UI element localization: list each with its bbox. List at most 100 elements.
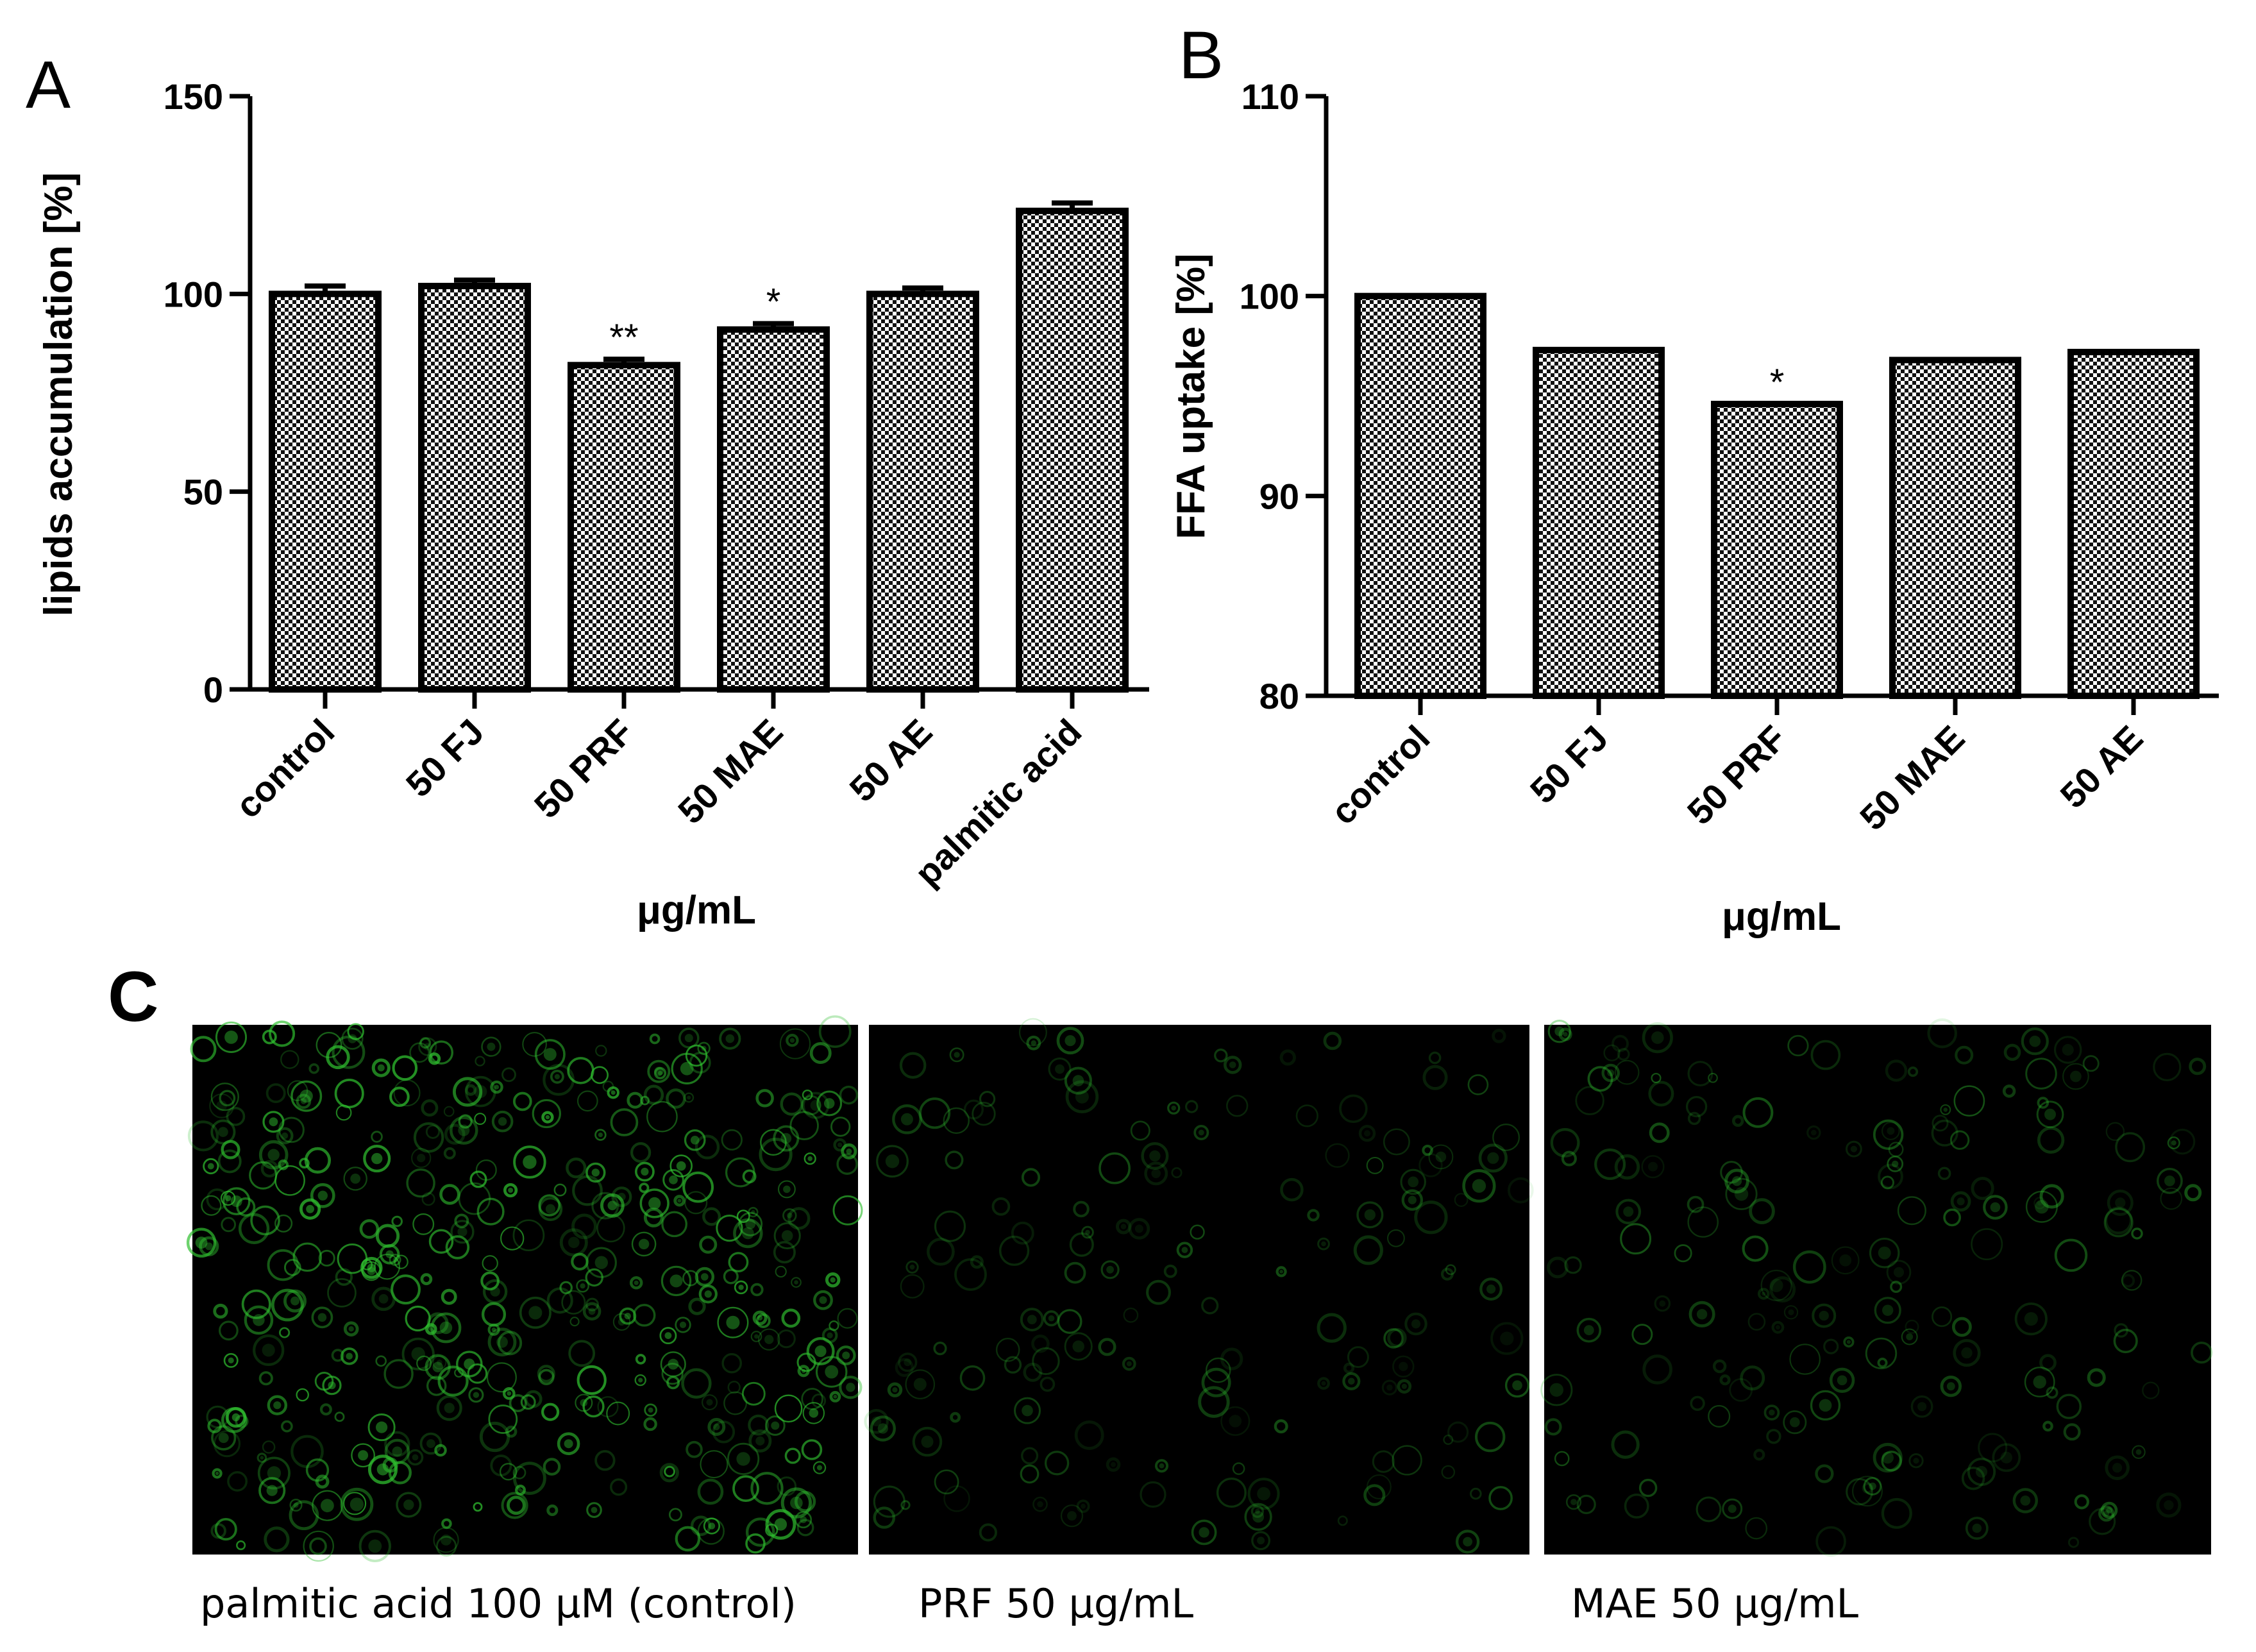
- cell-speckle: [606, 1401, 630, 1426]
- cell-speckle: [1862, 1482, 1874, 1494]
- cell-speckle: [2046, 1386, 2058, 1399]
- cell-speckle: [1740, 1365, 1765, 1391]
- cell-speckle-core: [846, 1383, 855, 1392]
- cell-speckle-core: [1882, 1304, 1894, 1316]
- cell-speckle: [741, 1381, 766, 1406]
- cell-speckle: [326, 1045, 350, 1070]
- cell-speckle: [1225, 1095, 1249, 1117]
- cell-speckle: [2036, 1100, 2064, 1129]
- cell-speckle-core: [2037, 1201, 2042, 1206]
- cell-speckle-core: [634, 1280, 639, 1285]
- cell-speckle-core: [1199, 1527, 1209, 1538]
- cell-speckle-core: [432, 1361, 443, 1372]
- cell-speckle-core: [704, 1290, 712, 1298]
- chartB-category-label-0: control: [1323, 718, 1438, 832]
- cell-speckle: [594, 1450, 616, 1471]
- cell-speckle: [429, 1040, 454, 1065]
- cell-speckle: [389, 1253, 401, 1266]
- cell-speckle-core: [764, 1335, 774, 1344]
- cell-speckle: [267, 1395, 287, 1415]
- cell-speckle: [1688, 1301, 1715, 1328]
- cell-speckle: [1829, 1367, 1855, 1394]
- chartB-bar-4: [2067, 348, 2200, 699]
- cell-speckle-core: [591, 1506, 598, 1513]
- cell-speckle: [802, 1402, 825, 1424]
- cell-speckle: [836, 1345, 856, 1365]
- cell-speckle: [1176, 1242, 1193, 1258]
- cell-speckle: [602, 1081, 614, 1092]
- cell-speckle: [2087, 1368, 2106, 1387]
- cell-speckle: [818, 1015, 852, 1049]
- cell-speckle: [688, 1297, 706, 1315]
- chartB-ytick-label-3: 110: [1242, 76, 1299, 117]
- cell-speckle: [813, 1290, 833, 1310]
- cell-speckle: [2189, 1058, 2207, 1075]
- cell-speckle: [825, 1272, 841, 1288]
- micrograph-bg-2: [869, 1025, 1529, 1555]
- cell-speckle: [661, 1211, 687, 1238]
- cell-speckle: [639, 1183, 650, 1193]
- cell-speckle: [1021, 1168, 1041, 1187]
- cell-speckle: [279, 1327, 290, 1338]
- cell-speckle: [341, 1347, 358, 1365]
- cell-speckle: [2098, 1505, 2115, 1522]
- cell-speckle: [662, 1169, 684, 1191]
- cell-speckle: [1044, 1451, 1070, 1476]
- cell-speckle-core: [282, 1132, 289, 1140]
- chartA-ytick-label-1: 50: [183, 472, 223, 512]
- cell-speckle: [607, 1086, 619, 1099]
- cell-speckle-core: [1411, 1319, 1421, 1329]
- cell-speckle-core: [1321, 1241, 1326, 1247]
- cell-speckle: [303, 1530, 334, 1562]
- cell-speckle: [780, 1487, 812, 1519]
- cell-speckle-core: [1486, 1285, 1496, 1294]
- cell-speckle: [469, 1170, 487, 1188]
- cell-speckle-core: [523, 1155, 537, 1169]
- cell-speckle: [538, 1194, 561, 1217]
- cell-speckle: [1949, 1130, 1970, 1150]
- cell-speckle: [582, 1395, 605, 1418]
- cell-speckle: [2113, 1328, 2138, 1354]
- cell-speckle-core: [367, 1267, 376, 1276]
- cell-speckle: [473, 1502, 483, 1512]
- cell-speckle: [829, 1390, 841, 1403]
- cell-speckle: [712, 1420, 736, 1444]
- cell-speckle: [1099, 1152, 1131, 1184]
- cell-speckle-core: [2029, 1035, 2041, 1047]
- cell-speckle-core: [1769, 1278, 1783, 1292]
- cell-speckle-core: [1408, 1176, 1419, 1188]
- cell-speckle: [1927, 1018, 1957, 1049]
- cell-speckle-core: [1255, 1508, 1260, 1514]
- cell-speckle: [409, 1042, 430, 1063]
- cell-speckle: [1544, 1418, 1562, 1436]
- cell-speckle: [1815, 1526, 1846, 1557]
- cell-speckle-core: [885, 1154, 900, 1168]
- cell-speckle: [543, 1064, 575, 1096]
- cell-speckle: [758, 1328, 780, 1351]
- cell-speckle: [283, 1289, 307, 1313]
- cell-speckle-core: [648, 1407, 653, 1413]
- cell-speckle: [1250, 1504, 1265, 1518]
- cell-speckle: [437, 1365, 469, 1397]
- cell-speckle: [666, 1088, 686, 1109]
- cell-speckle: [717, 1306, 749, 1338]
- cell-speckle: [379, 1243, 400, 1265]
- chart-a-y-ticks: 0 50 100 150: [164, 76, 250, 710]
- cell-speckle-core: [1048, 1315, 1055, 1322]
- cell-speckle: [630, 1142, 652, 1163]
- cell-speckle: [723, 1268, 739, 1285]
- cell-speckle: [435, 1536, 457, 1557]
- cell-speckle-core: [892, 1387, 898, 1393]
- cell-speckle: [312, 1490, 343, 1521]
- cell-speckle: [1337, 1515, 1348, 1526]
- cell-speckle: [738, 1211, 763, 1236]
- cell-speckle: [1223, 1056, 1242, 1074]
- cell-speckle-core: [701, 1273, 709, 1281]
- cell-speckle-core: [267, 1466, 282, 1480]
- cell-speckle: [689, 1052, 711, 1074]
- cell-speckle: [569, 1317, 580, 1327]
- cell-speckle: [311, 1306, 333, 1329]
- cell-speckle-core: [1065, 1035, 1076, 1047]
- cell-speckle: [433, 1527, 459, 1553]
- cell-speckle: [412, 1213, 435, 1235]
